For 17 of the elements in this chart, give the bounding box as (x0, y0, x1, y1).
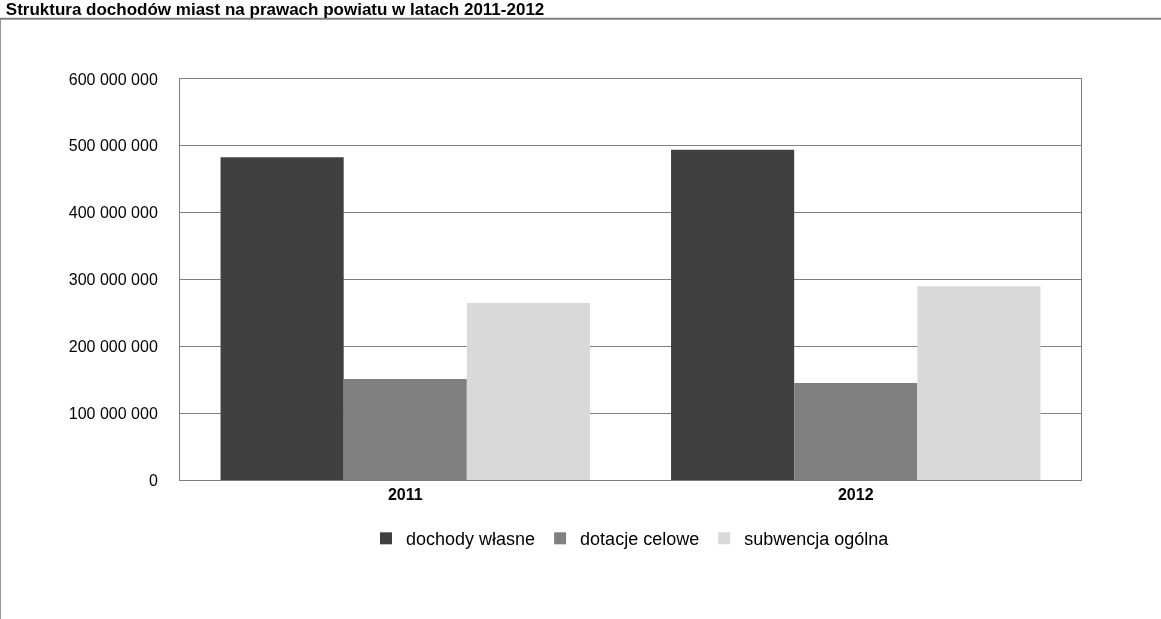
legend-label: dotacje celowe (580, 529, 700, 550)
bar (671, 149, 795, 480)
y-tick-label: 300 000 000 (68, 271, 158, 289)
bar (466, 302, 590, 480)
x-tick-label: 2011 (387, 486, 423, 504)
chart-title: Struktura dochodów miast na prawach powiatu w latach 2011-2012 (5, 0, 545, 19)
x-tick-label: 2012 (837, 486, 874, 504)
y-tick-label: 500 000 000 (68, 137, 158, 155)
legend-label: dochody własne (406, 529, 536, 550)
y-tick-label: 0 (148, 471, 158, 489)
y-tick-label: 200 000 000 (68, 337, 158, 355)
y-tick-label: 400 000 000 (68, 204, 158, 222)
bar (917, 286, 1041, 480)
y-tick-label: 600 000 000 (68, 70, 158, 88)
bar (220, 157, 344, 480)
y-tick-label: 100 000 000 (68, 404, 158, 422)
legend-label: subwencja ogólna (744, 529, 890, 550)
